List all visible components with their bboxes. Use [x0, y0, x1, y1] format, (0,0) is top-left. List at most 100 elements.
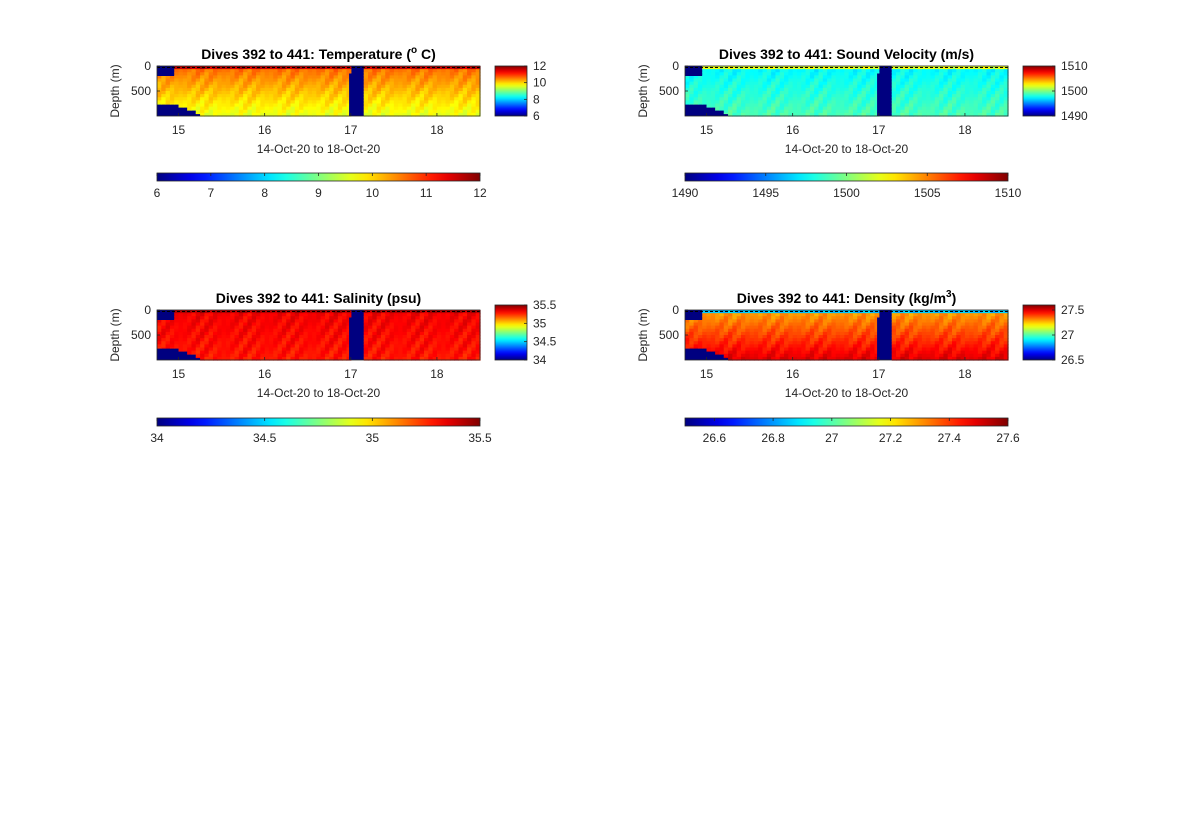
heatmap-cell	[943, 100, 949, 105]
heatmap-cell	[264, 313, 270, 317]
heatmap-cell	[389, 316, 395, 320]
heatmap-cell	[792, 91, 798, 95]
heatmap-cell	[467, 69, 472, 73]
heatmap-cell	[930, 328, 936, 333]
heatmap-cell	[238, 310, 244, 314]
heatmap-cell	[307, 344, 313, 349]
heatmap-cell	[243, 72, 249, 76]
heatmap-cell	[221, 331, 227, 336]
heatmap-cell	[212, 72, 218, 76]
heatmap-cell	[784, 338, 789, 342]
heatmap-cell	[710, 84, 716, 89]
heatmap-cell	[402, 106, 408, 111]
heatmap-cell	[796, 97, 802, 101]
heatmap-cell	[796, 66, 802, 70]
heatmap-cell	[316, 344, 322, 349]
heatmap-cell	[753, 316, 759, 320]
heatmap-cell	[299, 325, 305, 330]
heatmap-cell	[169, 84, 175, 89]
heatmap-cell	[286, 350, 292, 355]
heatmap-cell	[372, 112, 378, 117]
heatmap-cell	[861, 75, 867, 80]
heatmap-cell	[710, 94, 716, 98]
heatmap-cell	[960, 338, 966, 342]
heatmap-cell	[169, 78, 175, 83]
heatmap-cell	[749, 316, 755, 320]
heatmap-cell	[376, 69, 382, 73]
heatmap-cell	[243, 91, 249, 95]
heatmap-cell	[1003, 347, 1009, 352]
heatmap-cell	[917, 109, 923, 114]
heatmap-cell	[861, 94, 867, 98]
heatmap-cell	[896, 75, 901, 80]
heatmap-cell	[857, 328, 863, 333]
heatmap-cell	[238, 81, 244, 86]
heatmap-cell	[900, 75, 906, 80]
heatmap-cell	[238, 72, 244, 76]
colorbar-right	[1022, 304, 1056, 361]
heatmap-cell	[247, 112, 253, 117]
heatmap-cell	[693, 94, 699, 98]
heatmap-cell	[191, 75, 197, 80]
heatmap-cell	[740, 72, 746, 76]
heatmap-cell	[247, 87, 253, 92]
heatmap-cell	[475, 344, 481, 349]
heatmap-cell	[290, 350, 296, 355]
heatmap-cell	[702, 316, 708, 320]
heatmap-cell	[424, 344, 429, 349]
heatmap-cell	[814, 81, 820, 86]
heatmap-cell	[973, 350, 979, 355]
heatmap-cell	[411, 75, 416, 80]
heatmap-cell	[999, 331, 1005, 336]
heatmap-cell	[990, 109, 996, 114]
heatmap-cell	[385, 97, 391, 101]
heatmap-cell	[195, 313, 201, 317]
heatmap-cell	[749, 325, 755, 330]
heatmap-cell	[719, 338, 725, 342]
heatmap-cell	[415, 316, 421, 320]
heatmap-cell	[389, 100, 395, 105]
heatmap-cell	[977, 69, 983, 73]
heatmap-cell	[982, 347, 988, 352]
heatmap-cell	[475, 316, 481, 320]
heatmap-cell	[467, 97, 472, 101]
heatmap-cell	[441, 344, 447, 349]
heatmap-cell	[182, 325, 188, 330]
heatmap-cell	[333, 84, 339, 89]
heatmap-cell	[212, 112, 218, 117]
heatmap-cell	[822, 112, 828, 117]
heatmap-cell	[723, 319, 729, 324]
heatmap-cell	[307, 94, 313, 98]
heatmap-cell	[195, 97, 201, 101]
heatmap-cell	[999, 69, 1005, 73]
heatmap-cell	[995, 109, 1000, 114]
heatmap-cell	[389, 87, 395, 92]
heatmap-cell	[740, 81, 746, 86]
heatmap-cell	[247, 344, 253, 349]
heatmap-cell	[268, 313, 274, 317]
heatmap-cell	[467, 313, 472, 317]
heatmap-cell	[303, 100, 309, 105]
heatmap-cell	[874, 109, 880, 114]
heatmap-cell	[939, 350, 944, 355]
heatmap-cell	[230, 87, 236, 92]
heatmap-cell	[809, 313, 815, 317]
heatmap-cell	[715, 84, 721, 89]
heatmap-cell	[766, 72, 772, 76]
heatmap-cell	[376, 335, 382, 339]
heatmap-cell	[475, 100, 481, 105]
heatmap-cell	[801, 325, 807, 330]
heatmap-cell	[312, 331, 317, 336]
heatmap-cell	[415, 353, 421, 358]
heatmap-cell	[307, 322, 313, 327]
heatmap-cell	[745, 322, 751, 327]
heatmap-cell	[775, 106, 781, 111]
heatmap-cell	[449, 313, 455, 317]
heatmap-cell	[758, 331, 764, 336]
heatmap-cell	[766, 69, 772, 73]
heatmap-cell	[848, 75, 854, 80]
heatmap-cell	[398, 97, 404, 101]
heatmap-cell	[380, 112, 386, 117]
heatmap-cell	[372, 347, 378, 352]
heatmap-cell	[840, 84, 845, 89]
